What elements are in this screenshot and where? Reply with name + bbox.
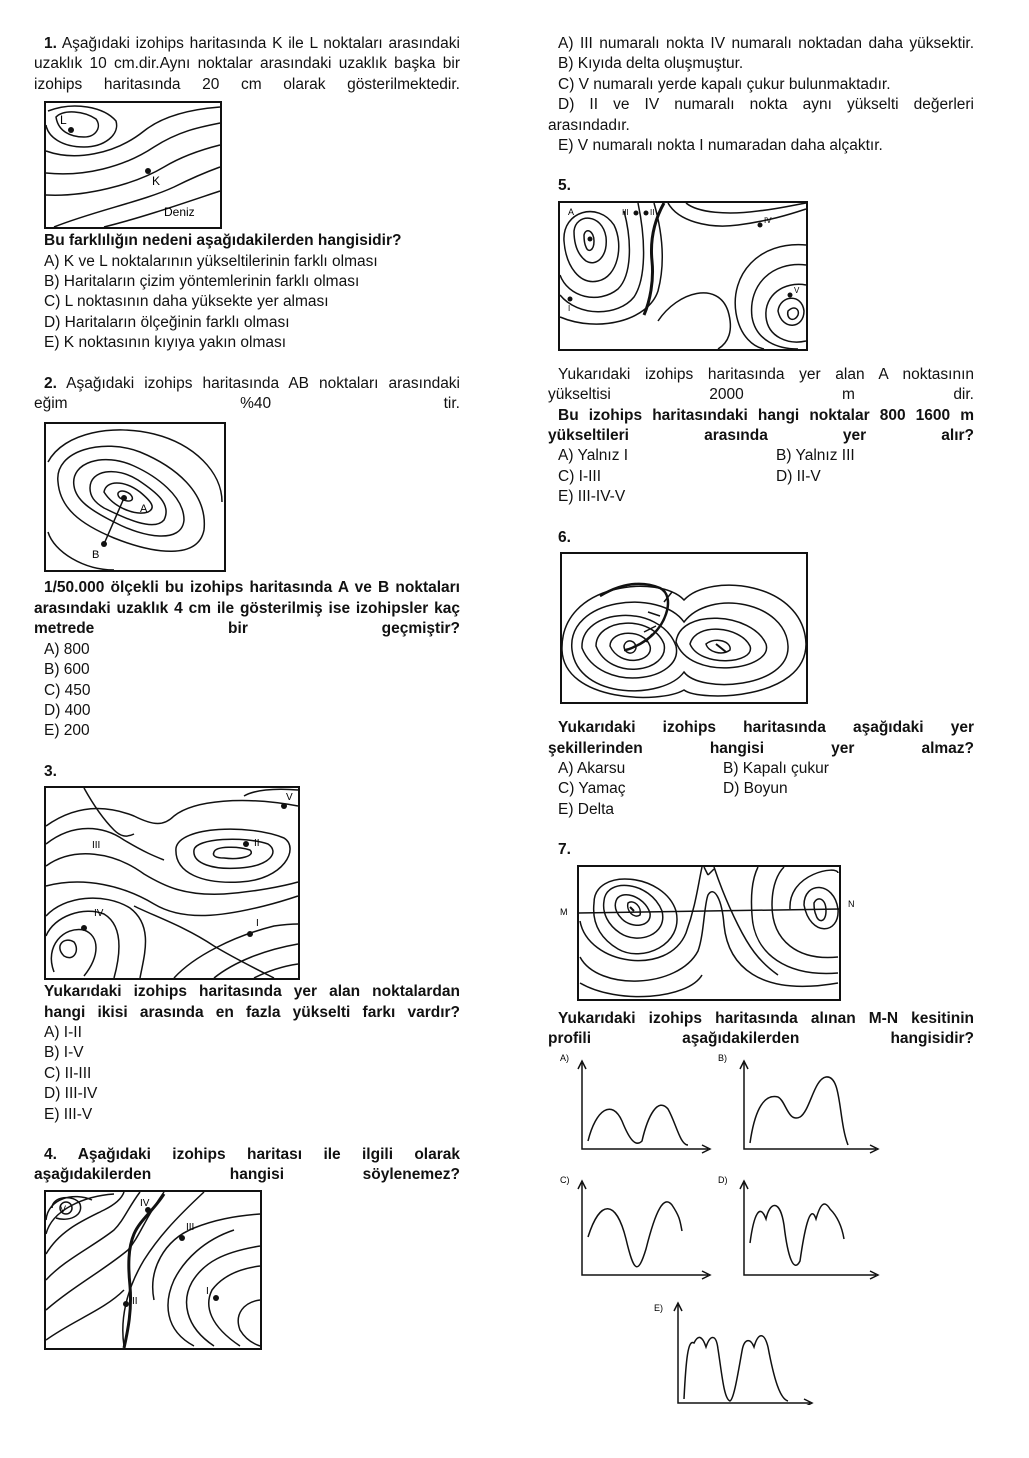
q2-option-b[interactable]: B) 600 [44,661,90,679]
q1-stem: 1. Aşağıdaki izohips haritasında K ile L… [34,34,460,95]
q4-option-c[interactable]: C) V numaralı yerde kapalı çukur bulunma… [558,75,891,93]
q7-option-label-e: E) [654,1303,663,1313]
q7-profile-a[interactable] [577,1059,712,1155]
q6-option-d[interactable]: D) Boyun [723,780,788,798]
q5-map-label-ii: II [650,208,654,217]
q1-option-d[interactable]: D) Haritaların ölçeğinin farklı olması [44,313,290,331]
q4-map-label-ii: II [132,1296,138,1307]
q7-profile-c[interactable] [577,1179,712,1281]
q2-option-d[interactable]: D) 400 [44,701,91,719]
q7-question: Yukarıdaki izohips haritasında alınan M-… [548,1009,974,1047]
q5-options-row-2: C) I-III D) II-V [548,467,974,487]
q3-label-v: V [286,792,293,803]
q6-option-a[interactable]: A) Akarsu [558,759,626,777]
q2-stem: 2. Aşağıdaki izohips haritasında AB nokt… [34,374,460,415]
q2-option-a[interactable]: A) 800 [44,640,90,658]
q5-option-a[interactable]: A) Yalnız I [558,447,629,465]
q5-option-e[interactable]: E) III-IV-V [558,488,626,506]
q5-number: 5. [558,177,571,195]
q6-option-c[interactable]: C) Yamaç [558,780,626,798]
q3-option-d[interactable]: D) III-IV [44,1085,98,1103]
q2-question: 1/50.000 ölçekli bu izohips haritasında … [34,579,460,638]
q3-option-b[interactable]: B) I-V [44,1044,84,1062]
q1-option-e[interactable]: E) K noktasının kıyıya yakın olması [44,334,287,352]
q5-question: Bu izohips haritasındaki hangi noktalar … [548,406,974,445]
q4-question-text: Aşağıdaki izohips haritası ile ilgili ol… [34,1145,460,1184]
q6-option-e[interactable]: E) Delta [558,800,614,818]
q3-label-iv: IV [94,908,104,919]
q4-option-a[interactable]: A) III numaralı nokta IV numaralı noktad… [558,35,974,52]
q1-number: 1. [44,35,57,52]
q7-option-label-c: C) [560,1175,570,1185]
q6-option-b[interactable]: B) Kapalı çukur [723,759,829,777]
q2-number: 2. [44,374,57,392]
q2-stem-text: Aşağıdaki izohips haritasında AB noktala… [34,374,461,413]
q7-map-label-n: N [848,899,855,909]
q1-question: Bu farklılığın nedeni aşağıdakilerden ha… [44,232,402,250]
right-column: A) III numaralı nokta IV numaralı noktad… [548,34,974,1406]
q4-option-e[interactable]: E) V numaralı nokta I numaradan daha alç… [558,137,883,155]
q4-number: 4. [44,1145,57,1163]
q7-option-label-a: A) [560,1053,569,1063]
q5-map: A III II IV V I [558,200,974,351]
q7-map: M N [558,864,856,1003]
q1-option-c[interactable]: C) L noktasının daha yüksekte yer alması [44,293,329,311]
q2-option-c[interactable]: C) 450 [44,681,91,699]
q7-profile-options: A) B) C) D) E) [548,1049,974,1406]
q4-map-label-i: I [206,1286,209,1297]
q5-option-b[interactable]: B) Yalnız III [776,447,855,465]
q3-label-i: I [256,918,259,929]
q5-map-label-iii: III [622,208,629,217]
q7-profile-d[interactable] [739,1179,880,1281]
left-column: 1. Aşağıdaki izohips haritasında K ile L… [34,34,460,1350]
q3-number: 3. [44,762,57,780]
q5-map-label-v: V [794,286,800,295]
q3-question: Yukarıdaki izohips haritasında yer alan … [44,983,460,1021]
q7-map-label-m: M [560,907,568,917]
q6-map [560,552,974,705]
q7-option-label-b: B) [718,1053,727,1063]
q3-option-e[interactable]: E) III-V [44,1105,93,1123]
q4-map: V IV III II I [44,1189,460,1350]
q4-map-label-iv: IV [140,1198,150,1209]
q2-map: A B [44,422,460,573]
q4-option-b[interactable]: B) Kıyıda delta oluşmuştur. [558,55,744,73]
q3-option-c[interactable]: C) II-III [44,1064,92,1082]
q7-profile-b[interactable] [739,1059,880,1155]
q5-option-c[interactable]: C) I-III [558,467,602,485]
q1-option-b[interactable]: B) Haritaların çizim yöntemlerinin farkl… [44,273,360,291]
q5-options-row-1: A) Yalnız I B) Yalnız III [548,446,974,466]
q4-map-label-iii: III [186,1222,194,1233]
q4-question: 4. Aşağıdaki izohips haritası ile ilgili… [34,1145,460,1186]
q2-label-a: A [140,503,148,515]
q2-option-e[interactable]: E) 200 [44,722,90,740]
q7-option-label-d: D) [718,1175,728,1185]
q1-label-sea: Deniz [164,205,195,219]
q6-question: Yukarıdaki izohips haritasında aşağıdaki… [548,719,974,757]
q6-options-row-2: C) Yamaç D) Boyun [548,779,974,799]
q6-options-row-1: A) Akarsu B) Kapalı çukur [548,759,974,779]
q5-map-label-a: A [568,207,574,217]
q3-label-ii: II [254,838,260,849]
q3-label-iii: III [92,840,100,851]
q7-profile-e[interactable] [673,1301,814,1406]
q5-option-d[interactable]: D) II-V [776,467,821,485]
q1-label-k: K [152,174,160,188]
q2-label-b: B [92,549,99,561]
q6-number: 6. [558,528,571,546]
q4-map-label-v: V [60,1204,66,1214]
q5-map-label-iv: IV [764,216,772,225]
q1-option-a[interactable]: A) K ve L noktalarının yükseltilerinin f… [44,252,378,270]
q5-map-label-i: I [568,304,570,313]
q3-option-a[interactable]: A) I-II [44,1023,82,1041]
q5-stem: Yukarıdaki izohips haritasında yer alan … [548,365,974,404]
q4-option-d[interactable]: D) II ve IV numaralı nokta aynı yükselti… [548,96,974,134]
q3-map: II V I IV III [44,786,460,981]
q1-label-l: L [60,113,67,127]
q1-map: L K Deniz [44,101,460,230]
q7-number: 7. [558,841,571,859]
q1-stem-text: Aşağıdaki izohips haritasında K ile L no… [34,35,460,93]
